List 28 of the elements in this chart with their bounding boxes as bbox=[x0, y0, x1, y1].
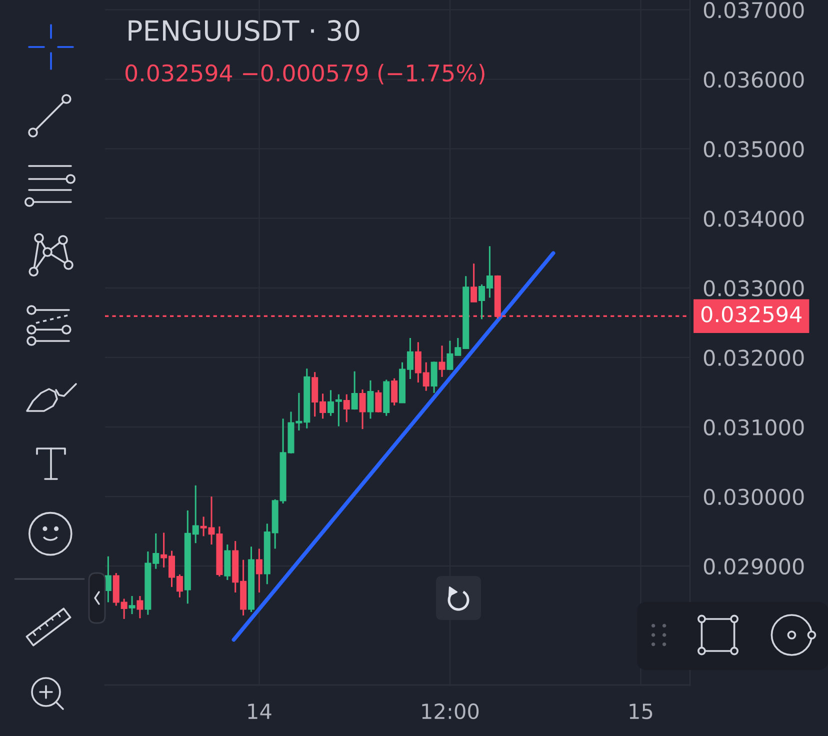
x-tick-label: 12:00 bbox=[422, 703, 479, 720]
text: 0.032594 −0.000579 (−1.75%) bbox=[126, 64, 484, 84]
candlestick bbox=[351, 370, 358, 410]
candlestick bbox=[375, 389, 382, 414]
x-tick-label: 15 bbox=[630, 704, 652, 720]
y-tick-label: 0.029000 bbox=[704, 558, 804, 575]
candlestick bbox=[430, 360, 438, 394]
candlestick bbox=[438, 344, 446, 378]
candlestick bbox=[359, 388, 366, 430]
y-tick-label: 0.035000 bbox=[704, 141, 804, 158]
candlestick bbox=[105, 556, 112, 604]
y-tick-label: 0.037000 bbox=[704, 2, 804, 18]
y-tick-label: 0.034000 bbox=[704, 210, 804, 227]
y-tick-label: 0.030000 bbox=[704, 488, 804, 506]
candlestick bbox=[136, 595, 144, 620]
candlestick bbox=[391, 378, 398, 406]
candlestick bbox=[343, 394, 350, 423]
y-tick-label: 0.033000 bbox=[704, 280, 804, 296]
candlestick bbox=[367, 380, 374, 420]
y-tick-label: 0.032000 bbox=[704, 350, 804, 366]
y-tick-label: 0.031000 bbox=[704, 419, 804, 436]
candlestick bbox=[470, 262, 478, 303]
text: PENGUUSDT · 30 bbox=[128, 20, 360, 42]
candlestick bbox=[256, 548, 262, 594]
y-tick-label: 0.036000 bbox=[704, 71, 804, 88]
ref-line-label: 0.032594 bbox=[701, 306, 802, 322]
candlestick bbox=[128, 595, 136, 615]
x-tick-label: 14 bbox=[248, 704, 272, 719]
